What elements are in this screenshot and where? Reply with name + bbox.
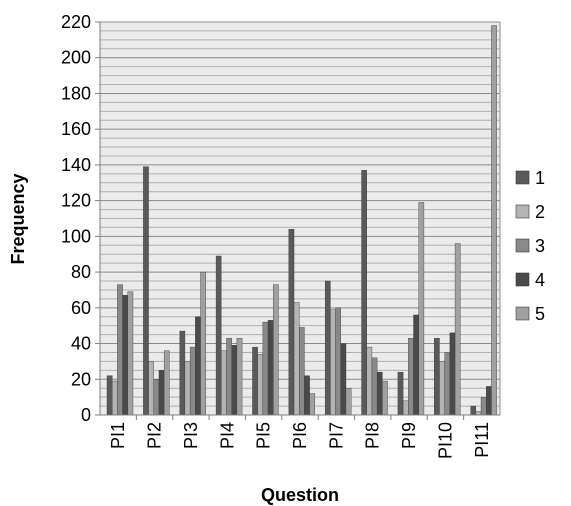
y-axis-ticks: 0 20 40 60 80 100 120 140 160 180 200 220 [61,12,100,425]
legend-swatch-2 [515,204,530,219]
bar-pi3-series-3 [189,346,196,416]
x-tick-label: PI2 [145,422,165,449]
y-tick-label: 100 [61,226,91,246]
bar-pi8-series-1 [361,170,367,416]
bar-pi5-series-2 [257,354,264,416]
y-tick-label: 20 [71,369,91,389]
bar-pi3-series-2 [184,361,191,416]
bar-pi11-series-5 [491,25,497,416]
bar-pi2-series-5 [163,350,170,416]
y-tick-label: 120 [61,191,91,211]
y-tick-label: 220 [61,12,91,32]
legend-label-1: 1 [535,168,545,188]
bar-pi1-series-3 [117,284,123,416]
bar-pi10-series-3 [444,352,451,416]
bar-pi7-series-2 [330,309,336,416]
bar-pi9-series-5 [418,202,425,416]
bar-pi6-series-5 [309,393,316,416]
legend-label-3: 3 [535,236,545,256]
legend-label-5: 5 [535,304,545,324]
x-tick-label: PI9 [399,422,419,449]
gridlines [100,30,500,407]
x-tick-label: PI6 [290,422,310,449]
bar-pi9-series-2 [402,400,409,416]
bar-pi6-series-4 [304,375,310,416]
x-axis-ticks: PI1 PI2 PI3 PI4 PI5 PI6 PI7 PI8 PI9 PI10 PI11 [108,415,492,459]
bar-pi2-series-4 [158,370,165,416]
y-tick-label: 200 [61,48,91,68]
x-tick-label: PI4 [217,422,237,449]
bar-pi5-series-3 [262,321,269,416]
bar-pi4-series-3 [226,337,232,416]
x-tick-label: PI8 [363,422,383,449]
bar-pi6-series-2 [293,302,300,416]
bar-pi8-series-2 [366,346,373,416]
bar-pi11-series-3 [480,396,487,416]
y-tick-label: 160 [61,119,91,139]
y-tick-label: 180 [61,83,91,103]
legend-swatch-4 [515,272,530,287]
bar-pi1-series-2 [111,380,118,416]
x-tick-label: PI5 [254,422,274,449]
y-tick-label: 140 [61,155,91,175]
legend-swatch-1 [515,170,530,185]
bar-pi7-series-3 [335,307,341,416]
y-tick-label: 60 [71,298,91,318]
legend-swatch-3 [515,238,530,253]
bar-pi1-series-4 [122,295,128,416]
y-tick-label: 0 [81,405,91,425]
legend-label-4: 4 [535,270,545,290]
bar-pi3-series-5 [200,271,206,416]
bar-pi6-series-1 [288,229,295,416]
bar-pi10-series-5 [454,243,461,416]
bar-pi1-series-1 [106,375,113,416]
bar-pi8-series-3 [371,357,378,416]
bar-pi11-series-2 [475,411,482,416]
bar-pi5-series-5 [273,284,279,416]
x-tick-label: PI1 [108,422,128,449]
x-tick-label: PI3 [181,422,201,449]
bar-pi4-series-2 [221,350,227,416]
bars [106,25,497,416]
bar-pi9-series-3 [408,337,414,416]
bar-pi7-series-1 [324,280,331,416]
legend-swatch-5 [515,306,530,321]
bar-pi2-series-1 [143,166,149,416]
bar-pi8-series-5 [382,380,388,416]
bar-pi9-series-1 [397,371,404,416]
bar-pi10-series-4 [449,332,456,416]
x-tick-label: PI7 [326,422,346,449]
bar-pi9-series-4 [413,314,419,416]
bar-pi3-series-1 [179,330,186,416]
bar-pi11-series-4 [486,386,492,416]
bar-pi4-series-4 [231,345,238,416]
bar-pi3-series-4 [195,316,201,416]
bar-pi7-series-5 [345,388,352,416]
y-tick-label: 80 [71,262,91,282]
bar-pi6-series-3 [299,327,305,416]
bar-pi1-series-5 [127,291,134,416]
y-tick-label: 40 [71,334,91,354]
x-tick-label: PI10 [436,422,456,459]
bar-pi2-series-3 [153,379,160,416]
bar-pi5-series-1 [252,346,258,416]
bar-pi8-series-4 [376,371,383,416]
y-axis-title: Frequency [8,173,28,264]
bar-pi10-series-1 [434,337,440,416]
x-tick-label: PI11 [472,422,492,458]
bar-pi4-series-1 [215,255,222,416]
x-axis-title: Question [261,485,339,505]
bar-pi10-series-2 [439,361,445,416]
bar-pi4-series-5 [236,337,243,416]
bar-pi11-series-1 [470,405,477,416]
bar-pi7-series-4 [340,343,347,416]
legend-label-2: 2 [535,202,545,222]
legend: 1 2 3 4 5 [515,168,545,324]
bar-pi5-series-4 [267,320,274,416]
bar-pi2-series-2 [148,361,154,416]
